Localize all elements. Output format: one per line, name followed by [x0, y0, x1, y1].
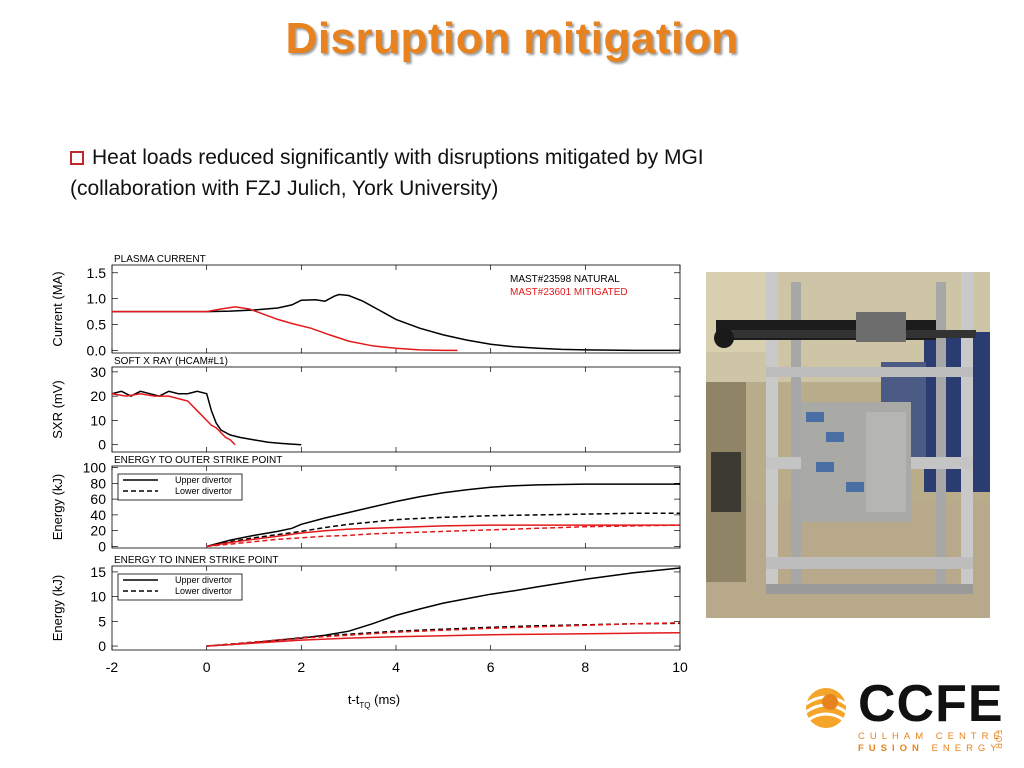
legend-entry: Upper divertor: [175, 575, 232, 585]
legend-entry: MAST#23601 MITIGATED: [510, 287, 628, 298]
series-line: [111, 392, 236, 446]
series-line: [112, 293, 680, 352]
logo-subtitle-line1: CULHAM CENTRE: [858, 731, 1005, 742]
x-axis-label: t-tTQ (ms): [348, 692, 400, 710]
y-axis-label: Current (MA): [50, 271, 65, 346]
mgi-valve-rig-photo: [706, 272, 990, 618]
y-tick-label: 0: [98, 638, 106, 654]
y-tick-label: 0: [98, 437, 106, 453]
y-tick-label: 80: [90, 475, 106, 491]
series-line: [112, 306, 458, 352]
legend-entry: MAST#23598 NATURAL: [510, 274, 620, 285]
photo-illustration: [706, 272, 990, 618]
legend-entry: Upper divertor: [175, 475, 232, 485]
logo-subtitle-line2: FUSION ENERGY: [858, 743, 1002, 754]
y-tick-label: 0: [98, 538, 106, 554]
chart-panel-4: ENERGY TO INNER STRIKE POINT 15 10 5 0 Energy…: [50, 555, 688, 710]
series-line: [206, 631, 681, 647]
legend-entry: Lower divertor: [175, 586, 232, 596]
panel-title: ENERGY TO OUTER STRIKE POINT: [114, 455, 282, 466]
y-tick-label: 1.0: [87, 291, 107, 307]
x-tick-label: 10: [672, 659, 688, 675]
y-tick-label: 30: [90, 364, 106, 380]
y-tick-label: 20: [90, 523, 106, 539]
ccfe-wordmark: CCFE: [858, 675, 1004, 733]
x-tick-label: 6: [487, 659, 495, 675]
x-tick-label: -2: [106, 659, 119, 675]
ccfe-sun-icon: [805, 688, 847, 728]
series-line: [206, 524, 680, 548]
logo-energy-word: ENERGY: [923, 743, 1002, 754]
y-tick-label: 0.0: [87, 342, 107, 358]
y-tick-label: 5: [98, 613, 106, 629]
disruption-chart: PLASMA CURRENT 1.5 1.0 0.5 0.0 Current (MA) MA…: [50, 254, 688, 710]
chart-panel-2: SOFT X RAY (HCAM#L1) 30 20 10 0 SXR (mV): [50, 356, 681, 453]
legend-entry: Lower divertor: [175, 486, 232, 496]
y-tick-label: 100: [83, 460, 107, 476]
y-axis-label: Energy (kJ): [50, 474, 65, 540]
y-tick-label: 10: [90, 412, 106, 428]
x-tick-label: 4: [392, 659, 400, 675]
y-tick-label: 20: [90, 388, 106, 404]
y-tick-label: 15: [90, 564, 106, 580]
panel-frame: [111, 366, 681, 453]
bullet-text-line1: Heat loads reduced significantly with di…: [92, 146, 704, 169]
logo-fusion-word: FUSION: [858, 743, 924, 754]
legend-box: [117, 473, 243, 501]
series-line: [111, 390, 302, 446]
bullet-text-line2: (collaboration with FZJ Julich, York Uni…: [70, 177, 499, 200]
panel-title: ENERGY TO INNER STRIKE POINT: [114, 555, 278, 566]
bullet-point: Heat loads reduced significantly with di…: [70, 142, 890, 204]
ccfe-logo: CCFE CULHAM CENTRE FUSION ENERGY FOR: [800, 675, 1010, 756]
y-tick-label: 40: [90, 507, 106, 523]
y-tick-label: 1.5: [87, 265, 107, 281]
x-tick-label: 2: [297, 659, 305, 675]
chart-panel-3: ENERGY TO OUTER STRIKE POINT 100806040200…: [50, 455, 681, 554]
series-line: [206, 567, 681, 647]
series-line: [206, 524, 681, 548]
y-tick-label: 60: [90, 491, 106, 507]
checkbox-bullet-icon: [70, 151, 84, 165]
y-axis-label: Energy (kJ): [50, 575, 65, 641]
series-line: [206, 512, 680, 548]
y-tick-label: 0.5: [87, 317, 107, 333]
x-tick-label: 0: [203, 659, 211, 675]
series-line: [206, 622, 681, 647]
x-tick-label: 8: [581, 659, 589, 675]
chart-panel-1: PLASMA CURRENT 1.5 1.0 0.5 0.0 Current (MA) MA…: [50, 254, 681, 358]
slide-title: Disruption mitigation: [285, 14, 739, 63]
logo-for-text: FOR: [994, 730, 1003, 750]
panel-title: SOFT X RAY (HCAM#L1): [114, 356, 228, 367]
legend-box: [117, 573, 243, 601]
y-axis-label: SXR (mV): [50, 380, 65, 439]
panel-title: PLASMA CURRENT: [114, 254, 206, 265]
series-line: [206, 483, 680, 548]
series-line: [206, 622, 681, 647]
y-tick-label: 10: [90, 589, 106, 605]
